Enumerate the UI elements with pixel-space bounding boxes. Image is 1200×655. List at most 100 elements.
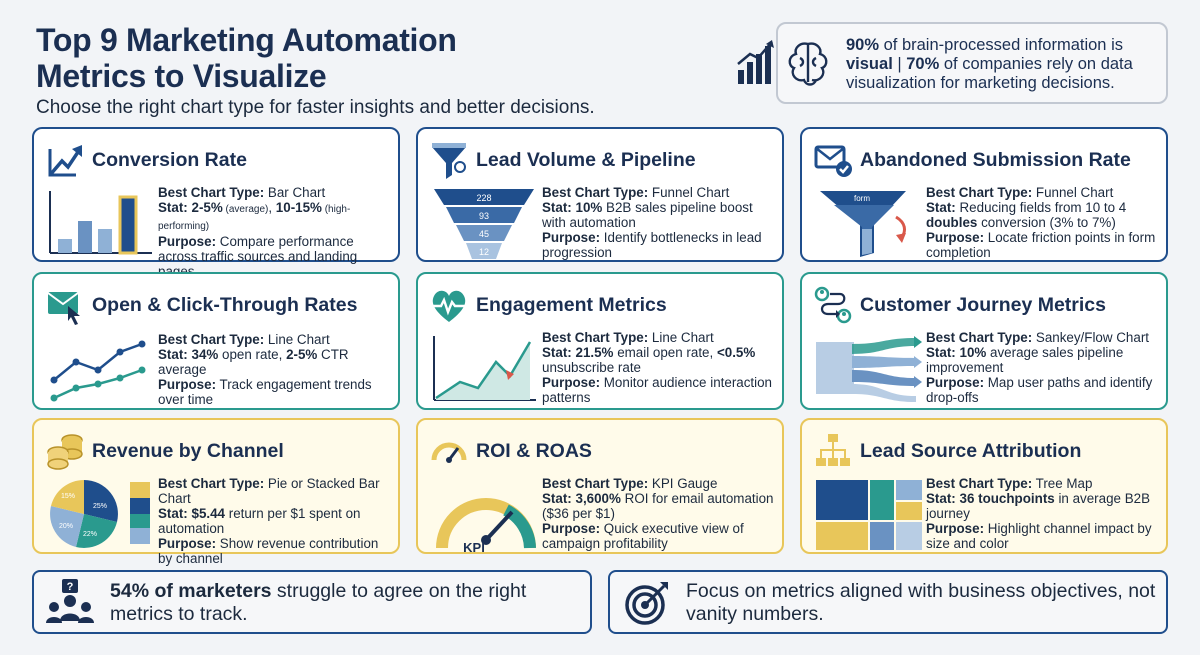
label-best-chart: Best Chart Type: (926, 185, 1033, 200)
label-stat: Stat: (542, 345, 572, 360)
card-title: Open & Click-Through Rates (92, 294, 358, 316)
label-stat: Stat: (542, 491, 572, 506)
label-stat: Stat: (158, 347, 188, 362)
label-purpose: Purpose: (926, 521, 985, 536)
bar-chart-thumbnail (49, 191, 152, 255)
stat-text-0: Reducing fields from 10 to 4 (959, 200, 1127, 215)
purpose-value: Identify bottlenecks in lead progression (542, 230, 762, 260)
hero-stat-box (776, 22, 1168, 104)
stat-text-2: CTR average (158, 347, 349, 377)
funnel-stage-2 (446, 207, 522, 223)
stat-text-1: in average B2B journey (926, 491, 1151, 521)
stat-bold-1: $5.44 (191, 506, 226, 521)
line-chart-thumbnail (50, 340, 146, 402)
card-details: Best Chart Type: Funnel Chart Stat: Redu… (926, 185, 1164, 260)
pie-label-1: 15% (61, 493, 75, 500)
label-purpose: Purpose: (542, 375, 601, 390)
funnel-value-1: 228 (476, 193, 491, 203)
funnel-value-2: 93 (479, 211, 489, 221)
stat-bold-2: 2-5% (286, 347, 318, 362)
purpose-value: Highlight channel impact by size and col… (926, 521, 1152, 551)
footer-right-box (608, 570, 1168, 634)
bar-2 (78, 221, 92, 253)
stat-bold-1: 3,600% (575, 491, 621, 506)
card-engagement: Engagement Metrics Best Chart Type: Line… (416, 272, 784, 410)
bar-4 (118, 195, 138, 255)
chart-type-value: Bar Chart (267, 185, 326, 200)
card-abandoned-submission: Abandoned Submission Rate form Best Char… (800, 127, 1168, 262)
label-purpose: Purpose: (542, 521, 601, 536)
stack-segment-4 (130, 528, 150, 544)
treemap-block-7 (896, 522, 922, 550)
label-purpose: Purpose: (542, 230, 601, 245)
hierarchy-icon (816, 434, 850, 466)
card-title: ROI & ROAS (476, 440, 592, 462)
pie-slice-2 (76, 514, 117, 548)
card-details: Best Chart Type: Line Chart Stat: 21.5% … (542, 330, 780, 405)
card-lead-volume: Lead Volume & Pipeline 228 93 45 12 Best… (416, 127, 784, 262)
stat-bold-2: 10-15% (275, 200, 322, 215)
purpose-value: Monitor audience interaction patterns (542, 375, 773, 405)
stat-small-1: (average) (222, 204, 269, 215)
hero-stat-text: 90% of brain-processed information is vi… (846, 36, 1158, 93)
hero-text-2: of companies rely on data visualization … (846, 55, 1133, 92)
bar-growth-icon (737, 40, 774, 84)
label-best-chart: Best Chart Type: (158, 185, 265, 200)
label-best-chart: Best Chart Type: (158, 332, 265, 347)
form-funnel-thumbnail: form (820, 191, 906, 257)
bar-1 (58, 239, 72, 253)
stack-segment-2 (130, 498, 150, 514)
stat-text-1: return per $1 spent on automation (158, 506, 361, 536)
chart-type-value: Sankey/Flow Chart (1035, 330, 1150, 345)
label-stat: Stat: (158, 506, 188, 521)
stat-bold-2: <0.5% (716, 345, 756, 360)
footer-left-text: 54% of marketers struggle to agree on th… (110, 580, 580, 626)
stat-text-1: average sales pipeline improvement (926, 345, 1124, 375)
card-details: Best Chart Type: Sankey/Flow Chart Stat:… (926, 330, 1164, 405)
sankey-thumbnail (816, 336, 922, 402)
purpose-value: Locate friction points in form completio… (926, 230, 1156, 260)
chart-type-value: KPI Gauge (651, 476, 718, 491)
card-details: Best Chart Type: Line Chart Stat: 34% op… (158, 332, 396, 407)
svg-text:?: ? (67, 581, 74, 593)
chart-type-value: Funnel Chart (651, 185, 730, 200)
label-purpose: Purpose: (158, 536, 217, 551)
card-details: Best Chart Type: Funnel Chart Stat: 10% … (542, 185, 780, 260)
target-icon (625, 582, 668, 625)
stack-segment-1 (130, 482, 150, 498)
stack-segment-3 (130, 514, 150, 528)
stat-text-1: conversion (3% to 7%) (977, 215, 1116, 230)
card-lead-source: Lead Source Attribution Best Chart Type:… (800, 418, 1168, 554)
card-title: Abandoned Submission Rate (860, 149, 1131, 171)
card-details: Best Chart Type: KPI Gauge Stat: 3,600% … (542, 476, 780, 551)
purpose-value: Quick executive view of campaign profita… (542, 521, 744, 551)
card-details: Best Chart Type: Pie or Stacked Bar Char… (158, 476, 396, 566)
flow-4 (852, 384, 916, 402)
label-purpose: Purpose: (926, 375, 985, 390)
hero-stat-1: 90% (846, 36, 880, 54)
flow-1 (852, 338, 916, 354)
card-details: Best Chart Type: Tree Map Stat: 36 touch… (926, 476, 1164, 551)
pie-slice-1 (84, 480, 118, 522)
label-best-chart: Best Chart Type: (542, 185, 649, 200)
treemap-block-3 (896, 480, 922, 500)
purpose-value: Map user paths and identify drop-offs (926, 375, 1153, 405)
pie-label-4: 22% (83, 531, 97, 538)
pie-label-2: 25% (93, 503, 107, 510)
treemap-block-5 (816, 522, 868, 550)
journey-icon (814, 286, 852, 324)
chart-type-value: Tree Map (1035, 476, 1093, 491)
card-title: Revenue by Channel (92, 440, 284, 462)
label-stat: Stat: (926, 200, 956, 215)
hero-text-1: of brain-processed information is (879, 36, 1123, 54)
brain-icon (788, 42, 828, 86)
label-best-chart: Best Chart Type: (926, 330, 1033, 345)
funnel-chart-thumbnail: 228 93 45 12 (434, 189, 534, 259)
purpose-value: Compare performance across traffic sourc… (158, 234, 358, 279)
stat-text-2: unsubscribe rate (542, 360, 641, 375)
funnel-icon (432, 143, 466, 179)
hero-separator: | (892, 55, 907, 73)
page-title: Top 9 Marketing Automation Metrics to Vi… (36, 22, 457, 94)
funnel-value-3: 45 (479, 229, 489, 239)
pie-slice-3 (50, 506, 84, 547)
